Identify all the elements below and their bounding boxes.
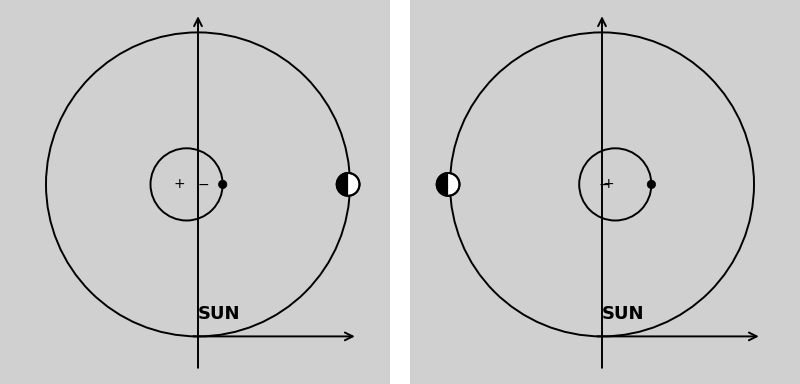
- Wedge shape: [437, 173, 448, 196]
- Circle shape: [647, 180, 655, 189]
- Text: −: −: [598, 177, 610, 191]
- Wedge shape: [337, 173, 348, 196]
- Text: SUN: SUN: [198, 305, 241, 323]
- Text: SUN: SUN: [602, 305, 645, 323]
- Circle shape: [579, 148, 651, 220]
- Circle shape: [437, 173, 459, 196]
- Circle shape: [337, 173, 359, 196]
- Text: −: −: [198, 177, 210, 191]
- Circle shape: [150, 148, 222, 220]
- Text: +: +: [174, 177, 186, 191]
- Text: +: +: [602, 177, 614, 191]
- Circle shape: [218, 180, 227, 189]
